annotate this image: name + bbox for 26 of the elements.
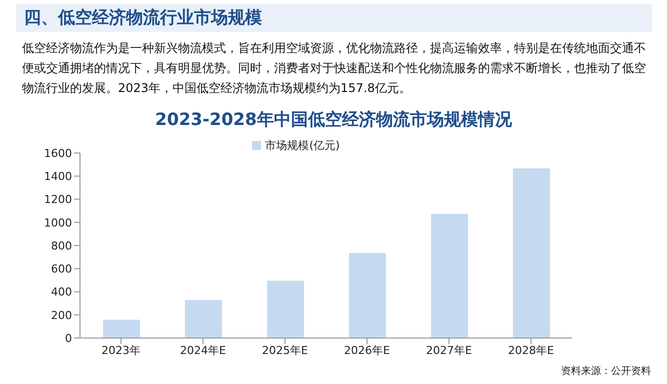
y-tick-label: 800 <box>51 239 72 252</box>
x-tick-label: 2025年E <box>262 344 308 357</box>
legend-label: 市场规模(亿元) <box>265 139 340 152</box>
x-tick-label: 2028年E <box>508 344 554 357</box>
y-tick-label: 200 <box>51 308 72 322</box>
y-tick-label: 1000 <box>44 216 72 230</box>
x-tick-label: 2023年 <box>102 344 140 357</box>
x-tick-label: 2026年E <box>344 344 390 357</box>
y-tick-label: 1200 <box>44 193 72 206</box>
x-tick-label: 2027年E <box>426 344 472 357</box>
chart-title: 2023-2028年中国低空经济物流市场规模情况 <box>154 109 513 131</box>
y-tick-label: 1600 <box>44 146 72 160</box>
y-tick-label: 400 <box>51 286 72 299</box>
bar <box>185 300 222 338</box>
y-tick-label: 0 <box>65 332 72 345</box>
x-tick-label: 2024年E <box>180 344 226 357</box>
bar <box>267 280 304 338</box>
bar <box>103 320 140 338</box>
text: 资料来源：公开资料 <box>561 364 651 378</box>
y-tick-label: 600 <box>51 262 72 276</box>
text: 四、低空经济物流行业市场规模 <box>16 4 652 32</box>
y-tick-label: 1400 <box>44 170 72 184</box>
chart-subtitle: 低空经济物流作为是一种新兴物流模式，旨在利用空域资源，优化物流路径，提高运输效率，特别是在传统地面交通不便或交通拥堵的情况下，具有明显优势。同时，消费者对于快速配送和个性化物流服务的需求不断增长，也推动了低空物流行业的发展。2023年，中国低空经济物流市场规模约为157.8亿元。 <box>22 40 647 97</box>
bar <box>513 168 550 338</box>
bar <box>431 214 468 338</box>
bar <box>349 253 386 338</box>
